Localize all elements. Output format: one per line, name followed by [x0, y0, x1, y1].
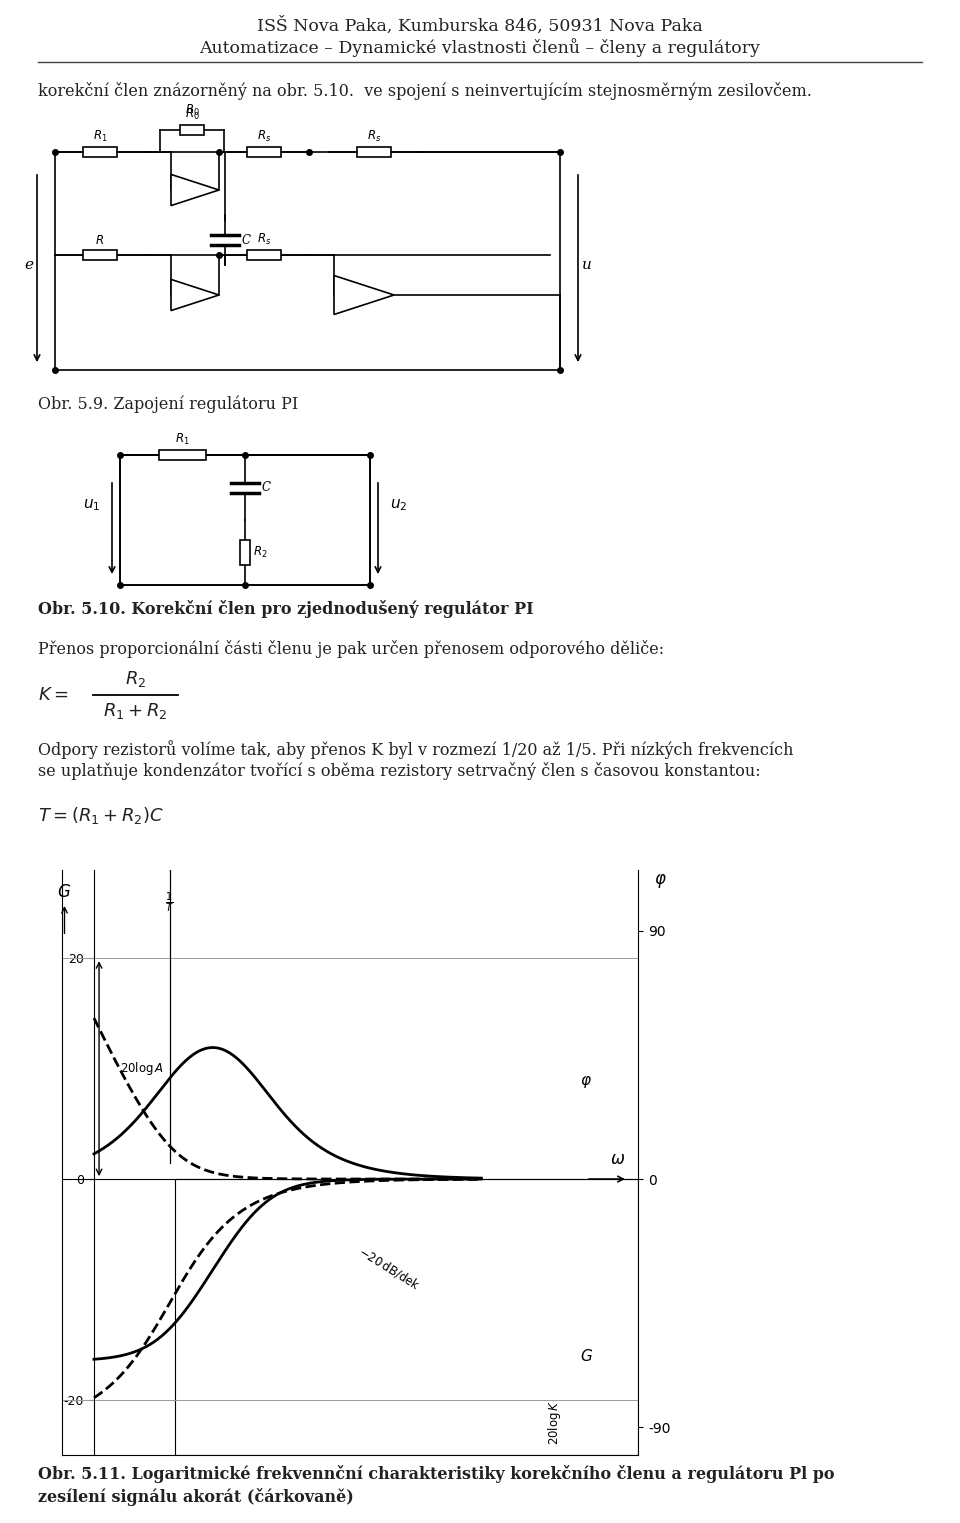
Bar [175, 1179, 638, 1454]
Text: $G$: $G$ [580, 1348, 592, 1363]
Text: $R_1$: $R_1$ [175, 433, 190, 446]
Bar [357, 148, 391, 157]
Text: $R_s$: $R_s$ [257, 129, 271, 145]
Text: $\varphi$: $\varphi$ [580, 1074, 592, 1090]
Text: $20\log A$: $20\log A$ [120, 1060, 164, 1077]
Text: $K=$: $K=$ [38, 685, 68, 704]
Text: Automatizace – Dynamické vlastnosti členů – členy a regulátory: Automatizace – Dynamické vlastnosti člen… [200, 38, 760, 58]
Text: ISŠ Nova Paka, Kumburska 846, 50931 Nova Paka: ISŠ Nova Paka, Kumburska 846, 50931 Nova… [257, 17, 703, 35]
Text: $\frac{1}{T}$: $\frac{1}{T}$ [165, 891, 174, 915]
Text: $R_0$: $R_0$ [184, 107, 200, 122]
Text: $u_2$: $u_2$ [390, 496, 407, 513]
Text: $R_1$: $R_1$ [93, 129, 108, 145]
Text: Obr. 5.9. Zapojení regulátoru PI: Obr. 5.9. Zapojení regulátoru PI [38, 394, 299, 413]
Polygon shape [334, 276, 394, 315]
Bar [247, 250, 281, 260]
Bar [83, 250, 117, 260]
Text: $R_0$: $R_0$ [184, 104, 200, 117]
Text: $R_2$: $R_2$ [253, 545, 268, 560]
Text: Obr. 5.10. Korekční člen pro zjednodušený regulátor PI: Obr. 5.10. Korekční člen pro zjednodušen… [38, 600, 534, 618]
Polygon shape [171, 175, 219, 206]
Text: Odpory rezistorů volíme tak, aby přenos K byl v rozmezí 1/20 až 1/5. Při nízkých: Odpory rezistorů volíme tak, aby přenos … [38, 740, 794, 758]
Text: $u_1$: $u_1$ [83, 496, 100, 513]
Text: $R_2$: $R_2$ [125, 669, 146, 688]
Bar [83, 148, 117, 157]
Bar [247, 148, 281, 157]
Text: korekční člen znázorněný na obr. 5.10.  ve spojení s neinvertujícím stejnosměrný: korekční člen znázorněný na obr. 5.10. v… [38, 82, 812, 101]
Text: se uplatňuje kondenzátor tvořící s oběma rezistory setrvačný člen s časovou kons: se uplatňuje kondenzátor tvořící s oběma… [38, 762, 760, 780]
Text: $R$: $R$ [95, 235, 105, 247]
Text: $G$: $G$ [58, 883, 72, 900]
Bar [158, 449, 206, 460]
Text: C: C [242, 233, 251, 247]
Text: $R_s$: $R_s$ [257, 231, 271, 247]
Text: $R_1 + R_2$: $R_1 + R_2$ [104, 701, 168, 720]
Text: $T = (R_1 + R_2)C$: $T = (R_1 + R_2)C$ [38, 806, 164, 825]
Text: $-20\,\mathrm{dB/dek}$: $-20\,\mathrm{dB/dek}$ [355, 1243, 422, 1293]
Bar [240, 541, 250, 565]
Text: e: e [24, 257, 33, 273]
Text: zesílení signálu akorát (čárkovaně): zesílení signálu akorát (čárkovaně) [38, 1488, 353, 1506]
Text: Přenos proporcionální části členu je pak určen přenosem odporového děliče:: Přenos proporcionální části členu je pak… [38, 640, 664, 658]
Text: $R_s$: $R_s$ [367, 129, 381, 145]
Text: $\varphi$: $\varphi$ [654, 873, 667, 889]
Bar [180, 125, 204, 136]
Text: C: C [262, 481, 271, 493]
Text: $\omega$: $\omega$ [610, 1151, 625, 1168]
Polygon shape [171, 279, 219, 311]
Text: u: u [582, 257, 592, 273]
Text: $20\log K$: $20\log K$ [546, 1400, 564, 1444]
Text: Obr. 5.11. Logaritmické frekvennční charakteristiky korekčního členu a regulátor: Obr. 5.11. Logaritmické frekvennční char… [38, 1465, 834, 1483]
